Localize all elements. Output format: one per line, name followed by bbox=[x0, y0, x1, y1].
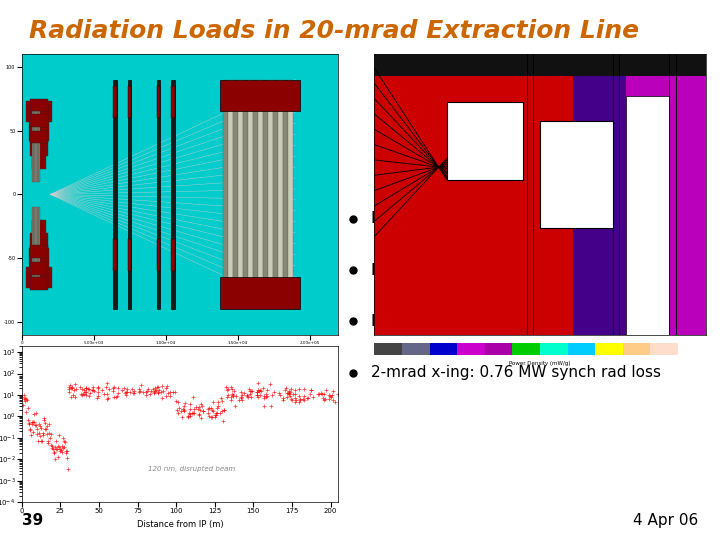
X-axis label: Distance from IP (m): Distance from IP (m) bbox=[137, 520, 223, 529]
Bar bbox=[30, 99, 48, 111]
Bar bbox=[30, 136, 48, 156]
Bar bbox=[623, 54, 706, 335]
Bar bbox=[26, 267, 52, 288]
Text: 2-mrad x-ing: 0.76 MW synch rad loss: 2-mrad x-ing: 0.76 MW synch rad loss bbox=[371, 365, 661, 380]
Bar bbox=[650, 343, 678, 355]
Bar bbox=[32, 207, 33, 278]
Text: Power Density (mW/g): Power Density (mW/g) bbox=[509, 361, 571, 366]
Text: 120 nm, disrupted beam: 120 nm, disrupted beam bbox=[148, 465, 235, 471]
Bar bbox=[223, 79, 228, 309]
Bar bbox=[29, 120, 49, 141]
Bar bbox=[157, 86, 160, 118]
Bar bbox=[573, 54, 706, 335]
Bar bbox=[114, 79, 117, 309]
Bar bbox=[32, 148, 46, 169]
Bar bbox=[157, 239, 160, 271]
Bar bbox=[278, 79, 283, 309]
Bar bbox=[35, 207, 37, 278]
Text: 39: 39 bbox=[22, 513, 43, 528]
Bar bbox=[430, 343, 457, 355]
Bar bbox=[33, 207, 35, 278]
Bar bbox=[233, 79, 238, 309]
Bar bbox=[623, 343, 650, 355]
Bar bbox=[258, 79, 263, 309]
Text: Dynamic heat loads up to 500 W/m: Dynamic heat loads up to 500 W/m bbox=[371, 211, 642, 226]
Bar bbox=[39, 111, 40, 181]
Bar bbox=[32, 111, 33, 181]
Bar bbox=[30, 246, 48, 258]
Bar bbox=[171, 79, 174, 309]
Bar bbox=[30, 233, 48, 253]
Bar bbox=[128, 79, 131, 309]
Bar bbox=[513, 343, 540, 355]
Bar bbox=[288, 79, 293, 309]
Bar bbox=[30, 131, 48, 143]
Text: 4 Apr 06: 4 Apr 06 bbox=[633, 513, 698, 528]
Bar bbox=[447, 102, 523, 180]
Bar bbox=[220, 278, 300, 309]
Bar bbox=[248, 79, 253, 309]
Bar bbox=[228, 79, 233, 309]
Bar bbox=[402, 343, 430, 355]
Bar bbox=[171, 86, 174, 118]
Bar bbox=[33, 111, 35, 181]
Bar bbox=[26, 101, 52, 122]
Bar bbox=[29, 248, 49, 268]
Bar bbox=[243, 79, 248, 309]
Text: Radiation Loads in 20-mrad Extraction Line: Radiation Loads in 20-mrad Extraction Li… bbox=[29, 19, 639, 43]
Bar bbox=[37, 207, 39, 278]
Bar bbox=[540, 343, 567, 355]
Bar bbox=[263, 79, 268, 309]
Bar bbox=[220, 79, 300, 111]
Bar bbox=[374, 54, 706, 77]
Text: Power density above quench limit: Power density above quench limit bbox=[371, 262, 630, 278]
Bar bbox=[595, 343, 623, 355]
Bar bbox=[485, 343, 513, 355]
Bar bbox=[374, 343, 402, 355]
Text: 100: 100 bbox=[386, 346, 396, 351]
Text: 320: 320 bbox=[495, 346, 505, 351]
Bar bbox=[114, 239, 117, 271]
Bar bbox=[457, 343, 485, 355]
Bar bbox=[573, 54, 626, 335]
Bar bbox=[567, 343, 595, 355]
Bar bbox=[35, 111, 37, 181]
Bar bbox=[32, 220, 46, 240]
Bar bbox=[171, 239, 174, 271]
Bar bbox=[30, 278, 48, 290]
Bar bbox=[253, 79, 258, 309]
Bar bbox=[238, 79, 243, 309]
Bar bbox=[30, 262, 48, 275]
Bar bbox=[157, 79, 160, 309]
Bar bbox=[37, 111, 39, 181]
Bar bbox=[30, 114, 48, 127]
Bar bbox=[540, 122, 613, 228]
Bar bbox=[626, 96, 669, 335]
Bar bbox=[678, 343, 706, 355]
Bar bbox=[268, 79, 273, 309]
Bar bbox=[374, 54, 573, 335]
Bar bbox=[39, 207, 40, 278]
Text: Peak dose in coils up to 270 MGy/yr: Peak dose in coils up to 270 MGy/yr bbox=[371, 314, 644, 329]
Bar bbox=[283, 79, 288, 309]
Bar bbox=[128, 239, 131, 271]
Bar bbox=[128, 86, 131, 118]
Bar bbox=[273, 79, 278, 309]
Bar bbox=[114, 86, 117, 118]
